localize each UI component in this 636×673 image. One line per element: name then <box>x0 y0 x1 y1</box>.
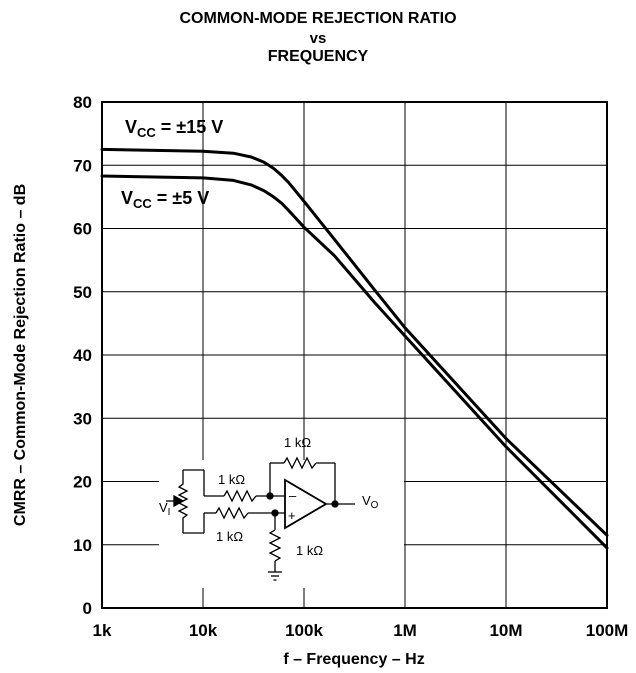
potentiometer-icon <box>177 470 189 533</box>
label-r-feedback: 1 kΩ <box>284 435 311 450</box>
y-tick-label: 70 <box>73 156 92 175</box>
output-voltage-sub: O <box>371 500 379 511</box>
curves <box>100 147 609 550</box>
series-label-15v-sub: CC <box>137 125 156 140</box>
resistor-ground-icon <box>268 529 282 562</box>
x-tick-label: 1k <box>93 621 112 640</box>
label-r-noninverting: 1 kΩ <box>216 529 243 544</box>
resistor-inverting-icon <box>223 489 257 503</box>
series-label-15v: VCC = ±15 V <box>125 117 223 140</box>
series-label-5v-main: V <box>121 188 133 208</box>
plot-frame <box>101 101 608 609</box>
x-tick-label: 100M <box>586 621 629 640</box>
wiper-arrow-icon <box>173 494 185 508</box>
y-tick-label: 80 <box>73 93 92 112</box>
schematic-background <box>159 460 404 588</box>
op-amp-minus-sign: – <box>289 488 297 503</box>
output-voltage-label: VO <box>362 493 379 511</box>
x-tick-label: 100k <box>285 621 323 640</box>
series-label-5v: VCC = ±5 V <box>121 188 209 211</box>
chart-title-line-2: vs <box>309 30 327 47</box>
op-amp-icon <box>284 478 328 530</box>
series-label-5v-rest: = ±5 V <box>152 188 209 208</box>
test-circuit-schematic <box>159 456 404 588</box>
input-voltage-sub: I <box>168 507 171 518</box>
x-tick-label: 10k <box>189 621 218 640</box>
chart-title-line-3: FREQUENCY <box>267 48 369 65</box>
y-tick-label: 20 <box>73 473 92 492</box>
y-tick-label: 60 <box>73 220 92 239</box>
x-tick-label: 10M <box>489 621 522 640</box>
series-line-vcc-5v <box>100 174 609 550</box>
x-tick-label: 1M <box>393 621 417 640</box>
x-axis-title: f – Frequency – Hz <box>283 651 424 668</box>
y-tick-label: 10 <box>73 536 92 555</box>
series-label-15v-rest: = ±15 V <box>156 117 223 137</box>
resistor-noninverting-icon <box>215 506 249 520</box>
label-r-ground: 1 kΩ <box>296 543 323 558</box>
y-tick-label: 0 <box>83 599 92 618</box>
input-voltage-label: VI <box>159 500 170 518</box>
tick-labels: 1k 10k 100k 1M 10M 100M 0 10 20 30 40 50 60 70 80 <box>73 93 628 640</box>
input-voltage-main: V <box>159 500 168 515</box>
junction-dot-noninverting <box>271 509 279 517</box>
series-label-15v-main: V <box>125 117 137 137</box>
series-label-5v-sub: CC <box>133 196 152 211</box>
label-r-inverting: 1 kΩ <box>218 472 245 487</box>
series-line-vcc-15v <box>100 147 609 537</box>
resistor-feedback-icon <box>283 456 317 470</box>
chart-title-line-1: COMMON-MODE REJECTION RATIO <box>179 10 457 27</box>
y-tick-label: 30 <box>73 409 92 428</box>
output-voltage-main: V <box>362 493 371 508</box>
junction-dot-output <box>331 500 339 508</box>
y-axis-title: CMRR – Common-Mode Rejection Ratio – dB <box>12 184 29 526</box>
junction-dot-inverting <box>266 492 274 500</box>
y-tick-label: 40 <box>73 346 92 365</box>
op-amp-plus-sign: + <box>288 508 296 523</box>
y-tick-label: 50 <box>73 283 92 302</box>
